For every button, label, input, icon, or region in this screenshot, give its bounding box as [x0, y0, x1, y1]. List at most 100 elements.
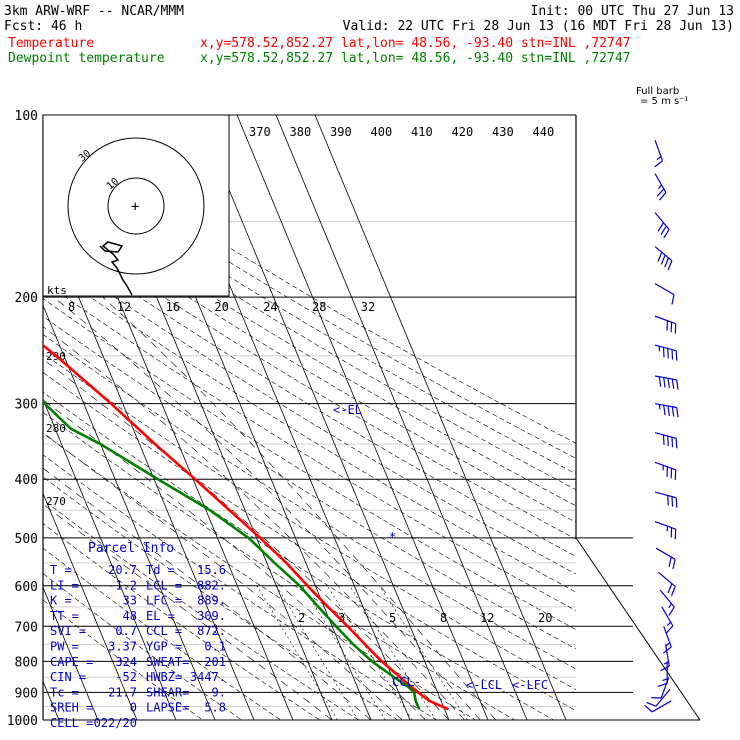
parcel-value-right: 882. — [197, 578, 226, 592]
wind-barb-750 — [660, 644, 670, 672]
dry-adiabat-340 — [43, 352, 576, 691]
parcel-label-left: CAPE = — [50, 655, 93, 669]
barb-staff — [654, 432, 677, 439]
parcel-value-right: 9. — [212, 685, 226, 699]
wind-barb-125 — [654, 173, 667, 201]
mixing-ratio-2 — [256, 585, 338, 720]
mixing-ratio-label-12: 12 — [480, 611, 494, 625]
pressure-label-200: 200 — [15, 291, 38, 306]
barb-flag — [663, 229, 670, 239]
wind-barbs — [644, 139, 679, 713]
wind-barb-700 — [663, 626, 672, 654]
barb-flag — [671, 437, 674, 448]
barb-staff — [655, 547, 676, 560]
isotherm--60 — [43, 492, 138, 720]
parcel-row: CELL = 022/20 — [50, 716, 137, 730]
parcel-label-right: EL = — [146, 609, 175, 623]
parcel-row: LI = -1.2 LCL = 882. — [50, 578, 226, 592]
barb-staff — [654, 521, 676, 530]
mixing-ratio-3 — [276, 585, 359, 720]
barb-flag — [671, 378, 675, 390]
dry-adiabat-label-280: 280 — [46, 422, 66, 435]
dry-adiabat-450 — [43, 170, 576, 491]
annotation-el: <-EL — [333, 403, 362, 417]
wind-barb-800 — [657, 661, 668, 688]
barb-flag — [663, 377, 666, 388]
wind-barb-890 — [646, 688, 671, 707]
hodo-center-mark: + — [131, 199, 139, 215]
barb-flag — [667, 405, 670, 416]
mixing-ratio-label-8: 8 — [440, 611, 447, 625]
parcel-value-right: 5.8 — [204, 701, 226, 715]
legend-temperature: Temperature — [8, 36, 94, 51]
mixing-ratio-12 — [349, 585, 437, 720]
dry-adiabat-310 — [43, 412, 516, 720]
wind-barb-335 — [654, 432, 678, 449]
barb-staff — [659, 589, 675, 608]
parcel-row: PW = 3.37 YGP = 0.1 — [50, 640, 226, 654]
wind-barb-930 — [644, 700, 672, 713]
parcel-row: Tc = 21.7 SHEAR= 9. — [50, 685, 226, 699]
temperature-station-info: x,y=578.52,852.27 lat,lon= 48.56, -93.40… — [200, 36, 630, 51]
mixing-ratio-label-20: 20 — [538, 611, 552, 625]
wind-barb-610 — [659, 589, 675, 616]
wind-barb-270 — [654, 375, 679, 390]
parcel-row: T = 20.7 Td = 15.6 — [50, 563, 226, 577]
wind-barb-520 — [655, 547, 676, 570]
sounding-profiles — [43, 343, 450, 711]
dry-adiabat-270 — [43, 499, 360, 720]
barb-flag — [663, 646, 672, 654]
barb-flag — [665, 642, 671, 647]
pressure-label-300: 300 — [15, 398, 38, 413]
dry-adiabat-280 — [43, 476, 399, 720]
barb-flag — [657, 184, 663, 190]
parcel-label-right: SHEAR= — [146, 685, 189, 699]
barb-staff — [654, 461, 676, 471]
parcel-row: TT = 48 EL = 309. — [50, 609, 226, 623]
init-time: Init: 00 UTC Thu 27 Jun 13 — [531, 4, 735, 19]
dry-adiabat-230 — [43, 599, 204, 720]
parcel-value-right: 15.6 — [197, 563, 226, 577]
mixing-ratio-label-5: 5 — [389, 611, 396, 625]
barb-flag — [662, 347, 665, 358]
parcel-label-right: Td = — [146, 563, 175, 577]
theta-e-label-440: 440 — [533, 125, 555, 139]
barb-flag — [662, 678, 668, 682]
dry-adiabat-290 — [43, 454, 438, 720]
barb-flag — [660, 225, 667, 235]
mixing-ratio-label-2: 2 — [298, 611, 305, 625]
parcel-label-left: SREH = — [50, 701, 93, 715]
wind-barb-215 — [654, 315, 677, 334]
barb-flag — [658, 376, 662, 387]
parcel-value-left: 022/20 — [94, 716, 137, 730]
barb-staff — [654, 375, 677, 381]
hodo-trace — [99, 241, 133, 296]
theta-e-label-370: 370 — [249, 125, 271, 139]
dry-adiabat-470 — [43, 141, 576, 459]
parcel-label-right: LFC = — [146, 594, 182, 608]
barb-flag — [667, 378, 670, 389]
parcel-value-right: 3447. — [190, 670, 226, 684]
hodo-ring-outer — [67, 137, 205, 275]
parcel-value-left: 3.37 — [108, 640, 137, 654]
parcel-value-left: -52 — [115, 670, 137, 684]
barb-flag — [668, 556, 672, 567]
parcel-label-left: K = — [50, 594, 72, 608]
barb-flag — [671, 406, 675, 417]
pressure-label-400: 400 — [15, 473, 38, 488]
parcel-label-left: CELL = — [50, 716, 93, 730]
dewpoint-line — [43, 397, 421, 710]
barb-flag — [646, 701, 657, 707]
moist-adiabat-28 — [53, 296, 481, 720]
wind-barb-570 — [658, 571, 676, 596]
parcel-label-right: LCL = — [146, 578, 182, 592]
barb-flag — [657, 682, 668, 688]
dewpoint-station-info: x,y=578.52,852.27 lat,lon= 48.56, -93.40… — [200, 51, 630, 66]
pressure-label-500: 500 — [15, 532, 38, 547]
parcel-value-left: 20.7 — [108, 563, 137, 577]
theta-e-label-400: 400 — [371, 125, 393, 139]
parcel-row: CAPE = 324 SWEAT= 201 — [50, 655, 226, 669]
wind-barb-190 — [654, 283, 675, 305]
parcel-annotations: <-EL CCL- <-LCL <-LFC * — [333, 403, 548, 692]
